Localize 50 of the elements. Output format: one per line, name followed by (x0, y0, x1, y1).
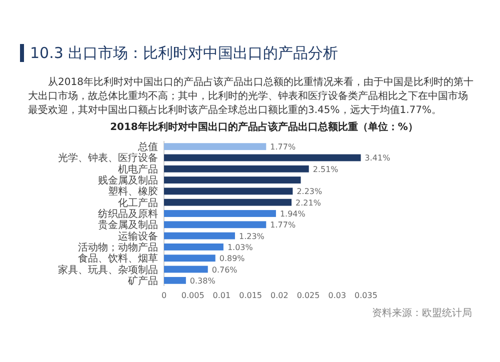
data-label: 1.94% (280, 210, 306, 218)
data-label: 0.38% (190, 276, 216, 286)
data-label: 0.76% (212, 265, 238, 274)
y-tick-label: 贱金属及制品 (98, 174, 158, 187)
y-tick-label: 活动物；动物产品 (78, 241, 158, 254)
y-tick-label: 家具、玩具、杂项制品 (58, 264, 158, 276)
bar (164, 188, 293, 195)
y-tick-label: 运输设备 (118, 230, 158, 242)
bar (164, 165, 309, 172)
y-tick-label: 纺织品及原料 (98, 208, 158, 220)
y-tick-label: 矿产品 (127, 274, 158, 287)
x-tick-label: 0 (161, 291, 167, 300)
data-label: 1.03% (227, 242, 254, 252)
x-tick-label: 0.025 (296, 291, 320, 300)
bar (164, 221, 266, 228)
data-label: 3.41% (364, 154, 391, 163)
bar (164, 276, 186, 284)
bar (164, 176, 301, 184)
chart-subtitle: 从2018年比利时对中国出口的产品占该产品出口总额的比重情况来看，由于中国是比利时的第十大出口市场，故总体比重均不高；其中，比利时的光学、钟表和医疗设备类产品相比之下在中国市场最受欢迎，其对中国出口额占比利时该产品全球总出口额比重的3.45%，远大于均值1.77%。 (28, 76, 474, 118)
y-tick-label: 食品、饮料、烟草 (78, 252, 158, 265)
x-tick-label: 0.005 (181, 291, 204, 300)
data-label: 0.89% (219, 254, 246, 264)
y-tick-label: 化工产品 (118, 196, 158, 209)
data-label: 1.77% (270, 142, 296, 152)
bar (164, 154, 361, 162)
x-tick-label: 0.03 (328, 291, 346, 300)
y-tick-label: 机电产品 (118, 163, 158, 176)
bar (164, 143, 266, 150)
data-label: 2.21% (296, 198, 322, 208)
bar (164, 232, 235, 240)
x-tick-label: 0.035 (354, 291, 378, 300)
text: 2018年比利时对中国出口的产品占该产品出口总额比重（单位：%） (110, 121, 418, 133)
y-tick-label: 塑料、橡胶 (108, 186, 158, 198)
data-label: 2.23% (296, 187, 323, 196)
y-tick-label: 光学、钟表、医疗设备 (58, 152, 158, 164)
bar (164, 210, 276, 217)
text: 资料来源：欧盟统计局 (372, 307, 472, 319)
bar (164, 244, 224, 250)
x-tick-label: 0.015 (239, 291, 262, 300)
y-tick-label: 总值 (137, 141, 158, 154)
bar (164, 266, 208, 273)
bar (164, 254, 216, 262)
x-tick-label: 0.02 (270, 291, 288, 300)
data-label: 1.23% (238, 232, 265, 241)
x-tick-label: 0.01 (212, 291, 231, 300)
y-tick-label: 贵金属及制品 (98, 219, 158, 232)
data-label: 2.51% (312, 164, 339, 174)
data-label: 1.77% (270, 220, 296, 230)
chart-title: 10.3 出口市场：比利时对中国出口的产品分析 (20, 44, 338, 62)
bar (164, 198, 292, 206)
